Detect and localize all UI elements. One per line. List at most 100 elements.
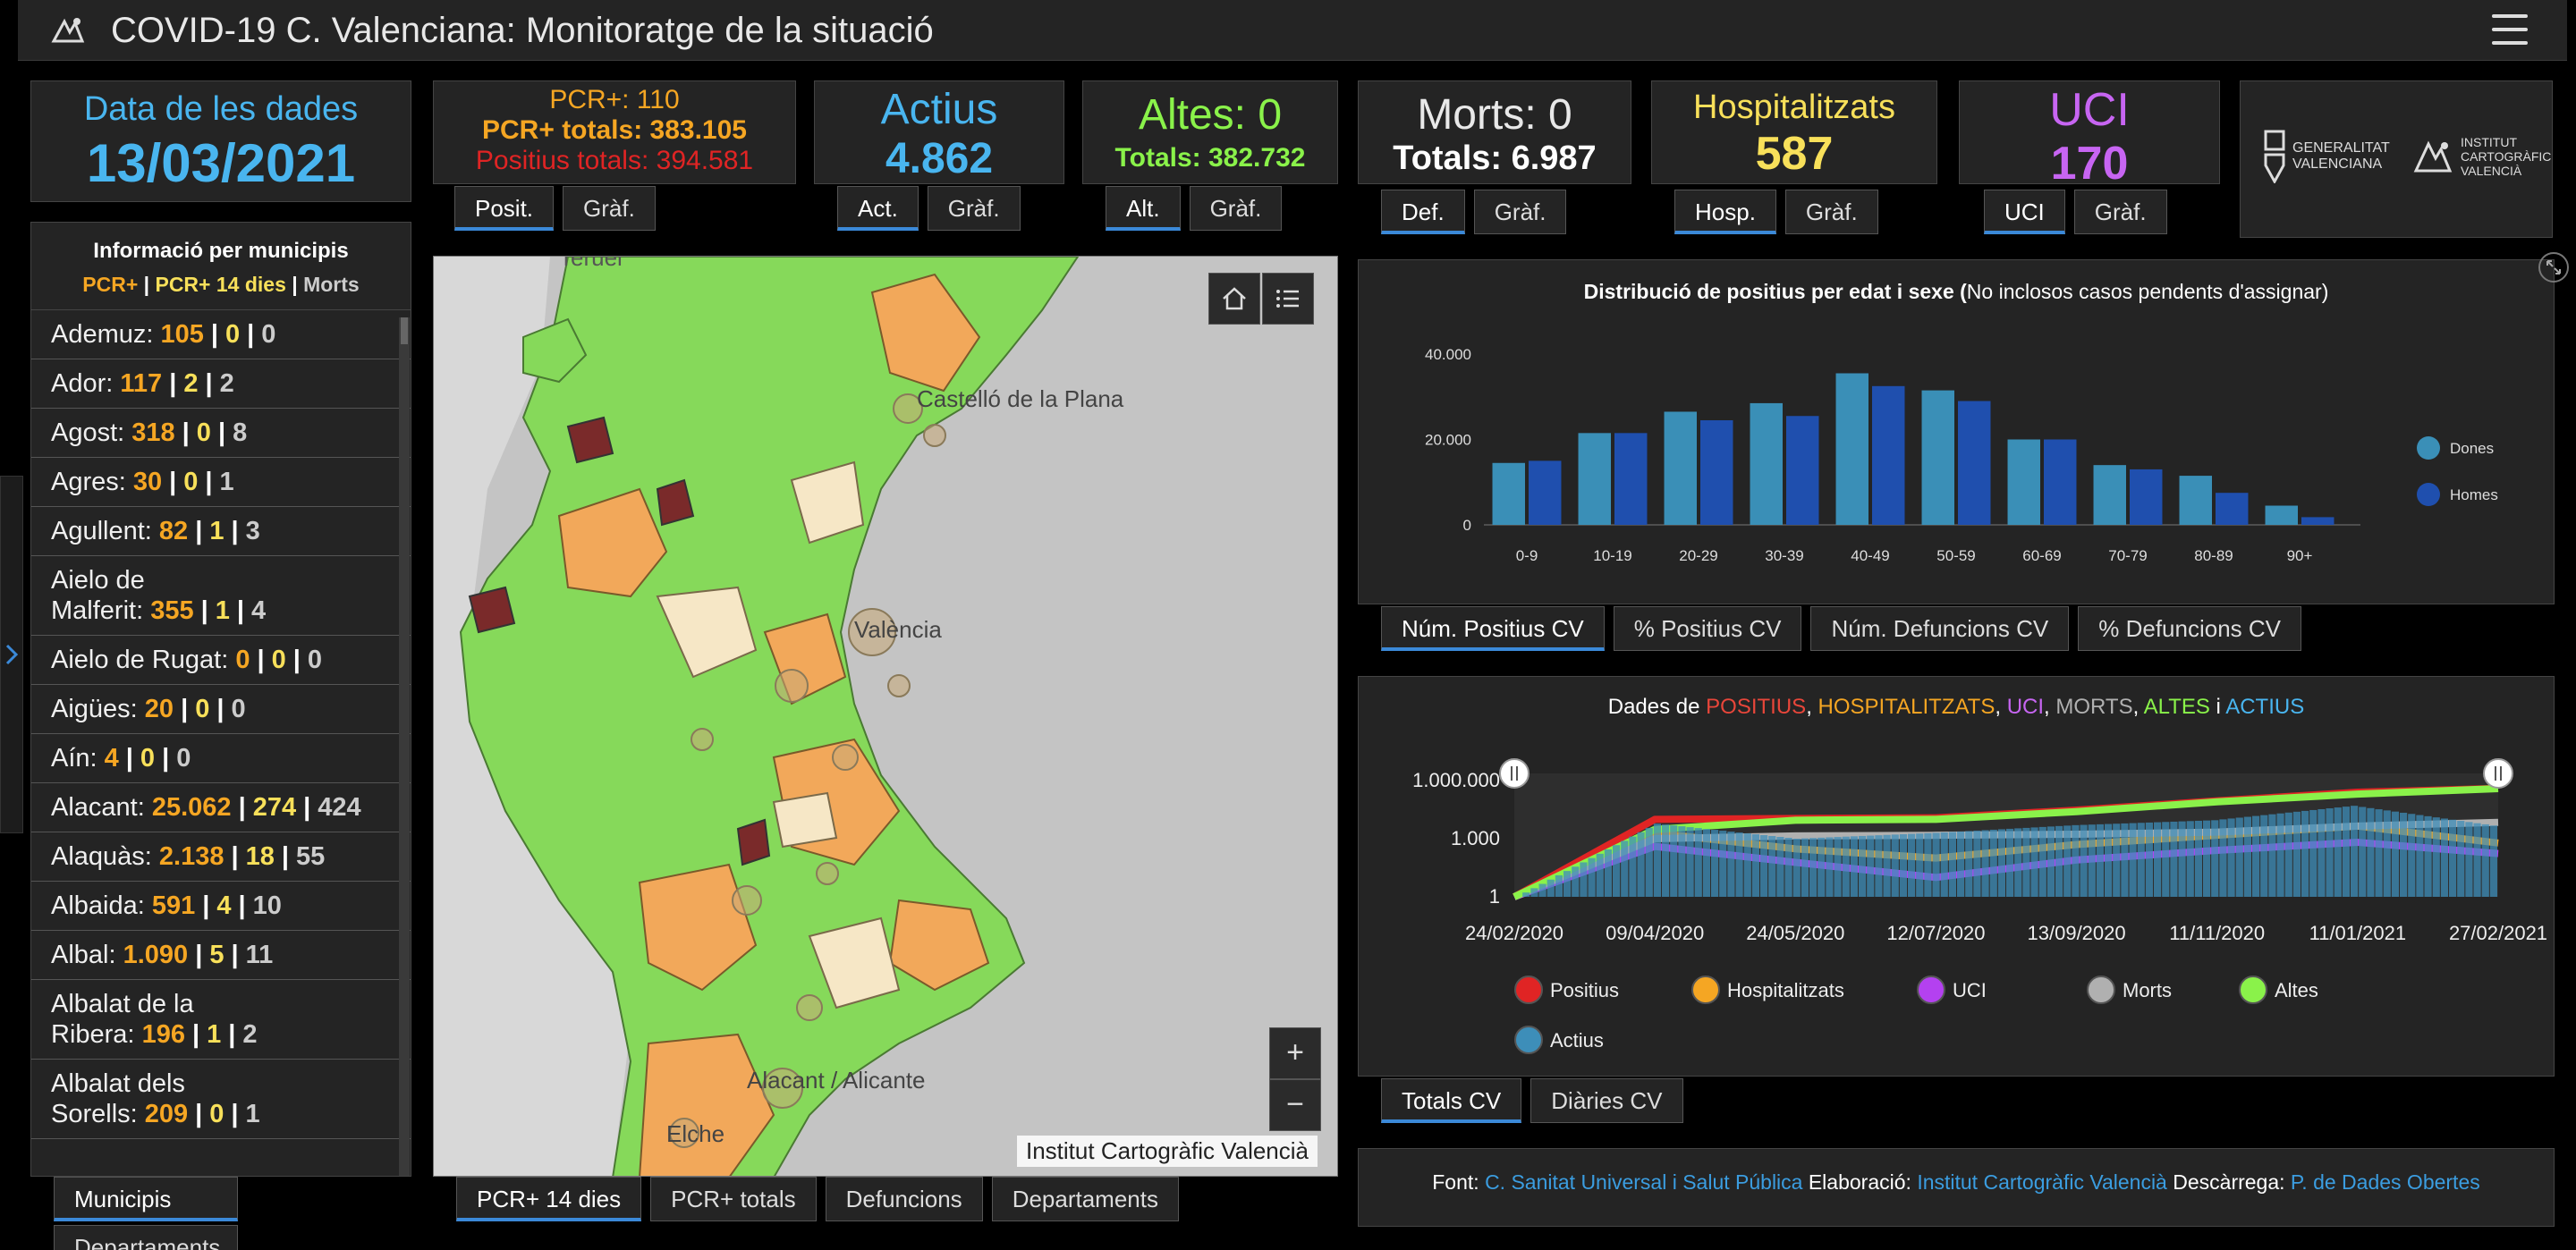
tab-positius[interactable]: Posit. xyxy=(454,186,555,231)
expand-icon[interactable] xyxy=(2538,252,2569,283)
tab-hosp[interactable]: Hosp. xyxy=(1674,190,1776,234)
tab-num-defuncions[interactable]: Núm. Defuncions CV xyxy=(1810,606,2070,651)
age-chart[interactable]: 0 20.000 40.000 0-9 10-19 20-29 30-39 40-49 50-5… xyxy=(1359,260,2555,605)
ts-bar-actius xyxy=(1629,836,1637,897)
zoom-in-button[interactable]: + xyxy=(1269,1027,1321,1079)
tab-diaries-cv[interactable]: Diàries CV xyxy=(1530,1078,1683,1123)
municipalities-legend: PCR+ | PCR+ 14 dies | Morts xyxy=(82,273,360,296)
layer-list-icon[interactable] xyxy=(1262,273,1314,325)
footer-font-link[interactable]: C. Sanitat Universal i Salut Pública xyxy=(1485,1170,1803,1194)
municipality-row[interactable]: Alacant: 25.062 | 274 | 424 xyxy=(31,783,411,832)
ts-bar-actius xyxy=(1596,853,1604,897)
age-bar-dones[interactable] xyxy=(1492,462,1525,525)
age-bar-homes[interactable] xyxy=(1614,433,1648,525)
tab-graf-uci[interactable]: Gràf. xyxy=(2073,190,2167,234)
municipality-row[interactable]: Albal: 1.090 | 5 | 11 xyxy=(31,931,411,980)
age-bar-dones[interactable] xyxy=(1750,402,1783,525)
tab-graf-morts[interactable]: Gràf. xyxy=(1473,190,1567,234)
tab-graf-actius[interactable]: Gràf. xyxy=(927,186,1021,231)
ts-legend-label[interactable]: Positius xyxy=(1550,979,1619,1001)
ts-legend-label[interactable]: UCI xyxy=(1953,979,1987,1001)
tab-graf-positius[interactable]: Gràf. xyxy=(563,186,656,231)
municipality-row[interactable]: Alaquàs: 2.138 | 18 | 55 xyxy=(31,832,411,882)
timeseries-chart[interactable]: 1 1.000 1.000.000 24/02/2020 09/04/2020 24/05… xyxy=(1359,677,2555,1077)
tab-num-positius[interactable]: Núm. Positius CV xyxy=(1381,606,1605,651)
map-view[interactable]: Teruel Castelló de la Plana València Ala… xyxy=(433,256,1338,1177)
municipality-row[interactable]: Agres: 30 | 0 | 1 xyxy=(31,458,411,507)
hamburger-menu-icon[interactable] xyxy=(2492,14,2528,45)
ts-legend-label[interactable]: Altes xyxy=(2275,979,2318,1001)
side-panel-toggle[interactable] xyxy=(0,476,23,833)
ts-legend-label[interactable]: Morts xyxy=(2123,979,2172,1001)
age-bar-dones[interactable] xyxy=(1578,433,1611,525)
municipality-row[interactable]: Aín: 4 | 0 | 0 xyxy=(31,734,411,783)
ts-legend-swatch[interactable] xyxy=(1691,976,1720,1004)
municipalities-scrollbar[interactable] xyxy=(399,317,410,1176)
age-bar-homes[interactable] xyxy=(2130,469,2163,525)
age-bar-dones[interactable] xyxy=(2007,439,2040,526)
tab-pcr-totals[interactable]: PCR+ totals xyxy=(650,1177,817,1221)
ts-bar-actius xyxy=(1801,838,1809,897)
age-bar-homes[interactable] xyxy=(1872,385,1905,525)
home-icon[interactable] xyxy=(1208,273,1260,325)
footer-elab-link[interactable]: Institut Cartogràfic Valencià xyxy=(1917,1170,2167,1194)
ts-legend-label[interactable]: Actius xyxy=(1550,1029,1604,1052)
municipality-row[interactable]: Aielo de Rugat: 0 | 0 | 0 xyxy=(31,636,411,685)
municipality-row[interactable]: Albalat dels Sorells: 209 | 0 | 1 xyxy=(31,1060,411,1139)
age-bar-dones[interactable] xyxy=(2093,465,2126,525)
footer-desc-link[interactable]: P. de Dades Obertes xyxy=(2290,1170,2480,1194)
uci-value: 170 xyxy=(2050,138,2129,190)
age-bar-homes[interactable] xyxy=(2044,439,2077,526)
ts-legend-swatch[interactable] xyxy=(1917,976,1945,1004)
municipality-row[interactable]: Albalat de la Ribera: 196 | 1 | 2 xyxy=(31,980,411,1060)
map-label-elche: Elche xyxy=(666,1120,724,1147)
age-bar-homes[interactable] xyxy=(1958,401,1991,525)
ts-legend-swatch[interactable] xyxy=(2087,976,2115,1004)
ts-range-handle-end[interactable] xyxy=(2483,758,2513,789)
age-bar-dones[interactable] xyxy=(1664,411,1697,525)
age-bar-homes[interactable] xyxy=(1786,416,1819,525)
ts-legend-swatch[interactable] xyxy=(1514,976,1543,1004)
age-bar-dones[interactable] xyxy=(1835,373,1868,525)
tab-actius[interactable]: Act. xyxy=(837,186,919,231)
tab-defuncions-map[interactable]: Defuncions xyxy=(825,1177,983,1221)
tab-departaments-list[interactable]: Departaments xyxy=(54,1225,238,1250)
ts-bar-actius xyxy=(1735,832,1743,897)
tab-uci[interactable]: UCI xyxy=(1984,190,2065,234)
municipality-pcr14: 2 xyxy=(183,369,199,398)
zoom-out-button[interactable]: − xyxy=(1269,1079,1321,1131)
municipalities-list[interactable]: Ademuz: 105 | 0 | 0 Ador: 117 | 2 | 2 Agost: 318 | 0… xyxy=(31,310,411,1139)
tab-departaments[interactable]: Departaments xyxy=(991,1177,1179,1221)
age-bar-homes[interactable] xyxy=(2301,517,2334,525)
ts-bar-actius xyxy=(1776,837,1784,897)
tab-pct-positius[interactable]: % Positius CV xyxy=(1613,606,1802,651)
age-bar-dones[interactable] xyxy=(2265,505,2298,525)
ts-range-handle-start[interactable] xyxy=(1499,758,1530,789)
ts-legend-swatch[interactable] xyxy=(2239,976,2267,1004)
ts-x-tick-label: 24/02/2020 xyxy=(1465,922,1563,944)
tab-graf-altes[interactable]: Gràf. xyxy=(1189,186,1283,231)
tab-totals-cv[interactable]: Totals CV xyxy=(1381,1078,1522,1123)
age-bar-dones[interactable] xyxy=(2179,476,2212,525)
municipality-row[interactable]: Agullent: 82 | 1 | 3 xyxy=(31,507,411,556)
municipality-row[interactable]: Agost: 318 | 0 | 8 xyxy=(31,409,411,458)
ts-bar-actius xyxy=(2105,823,2113,897)
tab-municipis[interactable]: Municipis xyxy=(54,1177,238,1221)
municipality-row[interactable]: Ador: 117 | 2 | 2 xyxy=(31,359,411,409)
tab-defuncions[interactable]: Def. xyxy=(1381,190,1465,234)
municipality-row[interactable]: Ademuz: 105 | 0 | 0 xyxy=(31,310,411,359)
age-bar-dones[interactable] xyxy=(1921,390,1954,525)
age-bar-homes[interactable] xyxy=(1529,460,1562,525)
ts-legend-swatch[interactable] xyxy=(1514,1026,1543,1054)
tab-altes[interactable]: Alt. xyxy=(1106,186,1181,231)
municipality-row[interactable]: Albaida: 591 | 4 | 10 xyxy=(31,882,411,931)
municipality-row[interactable]: Aigües: 20 | 0 | 0 xyxy=(31,685,411,734)
tab-graf-hosp[interactable]: Gràf. xyxy=(1784,190,1878,234)
municipality-row[interactable]: Aielo de Malferit: 355 | 1 | 4 xyxy=(31,556,411,636)
ts-legend-label[interactable]: Hospitalitzats xyxy=(1727,979,1844,1001)
age-bar-homes[interactable] xyxy=(1700,420,1733,525)
choropleth-map[interactable]: Teruel Castelló de la Plana València Ala… xyxy=(434,257,1338,1177)
tab-pct-defuncions[interactable]: % Defuncions CV xyxy=(2078,606,2301,651)
age-bar-homes[interactable] xyxy=(2216,493,2249,525)
tab-pcr14[interactable]: PCR+ 14 dies xyxy=(456,1177,642,1221)
